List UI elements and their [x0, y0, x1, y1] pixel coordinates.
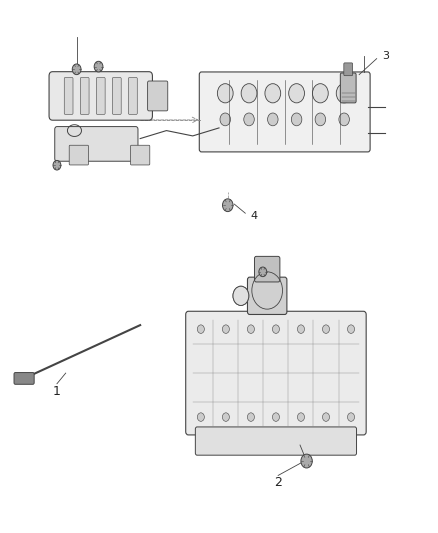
Circle shape [72, 64, 81, 75]
Text: 2: 2 [274, 476, 282, 489]
Circle shape [297, 325, 304, 334]
FancyBboxPatch shape [344, 63, 353, 76]
FancyBboxPatch shape [195, 427, 357, 455]
Circle shape [301, 454, 312, 468]
Circle shape [297, 413, 304, 421]
FancyBboxPatch shape [14, 373, 34, 384]
Circle shape [259, 267, 267, 277]
Circle shape [347, 325, 354, 334]
FancyBboxPatch shape [340, 73, 356, 103]
Circle shape [289, 84, 304, 103]
FancyBboxPatch shape [254, 256, 280, 282]
Circle shape [347, 413, 354, 421]
Circle shape [233, 286, 249, 305]
FancyBboxPatch shape [96, 77, 105, 115]
Circle shape [244, 113, 254, 126]
Text: 3: 3 [382, 51, 389, 61]
Circle shape [198, 325, 205, 334]
Circle shape [272, 325, 279, 334]
Circle shape [247, 413, 254, 421]
FancyBboxPatch shape [80, 77, 89, 115]
Circle shape [336, 84, 352, 103]
Circle shape [312, 84, 328, 103]
Circle shape [322, 413, 329, 421]
FancyBboxPatch shape [148, 81, 168, 111]
FancyBboxPatch shape [186, 311, 366, 435]
Circle shape [223, 413, 230, 421]
Text: 4: 4 [251, 211, 258, 221]
FancyBboxPatch shape [64, 77, 73, 115]
Circle shape [272, 413, 279, 421]
FancyBboxPatch shape [199, 72, 370, 152]
FancyBboxPatch shape [69, 145, 88, 165]
Circle shape [291, 113, 302, 126]
Circle shape [241, 84, 257, 103]
Circle shape [220, 113, 230, 126]
Circle shape [268, 113, 278, 126]
Circle shape [265, 84, 281, 103]
Circle shape [198, 413, 205, 421]
FancyBboxPatch shape [128, 77, 137, 115]
FancyBboxPatch shape [55, 127, 138, 161]
Circle shape [94, 61, 103, 72]
FancyBboxPatch shape [131, 145, 150, 165]
Circle shape [339, 113, 350, 126]
Circle shape [53, 160, 61, 170]
Circle shape [223, 199, 233, 212]
Circle shape [247, 325, 254, 334]
Circle shape [315, 113, 325, 126]
Circle shape [223, 325, 230, 334]
FancyBboxPatch shape [49, 72, 152, 120]
FancyBboxPatch shape [247, 277, 287, 314]
Circle shape [322, 325, 329, 334]
Text: 1: 1 [53, 385, 61, 398]
Circle shape [217, 84, 233, 103]
FancyBboxPatch shape [113, 77, 121, 115]
Circle shape [233, 286, 249, 305]
